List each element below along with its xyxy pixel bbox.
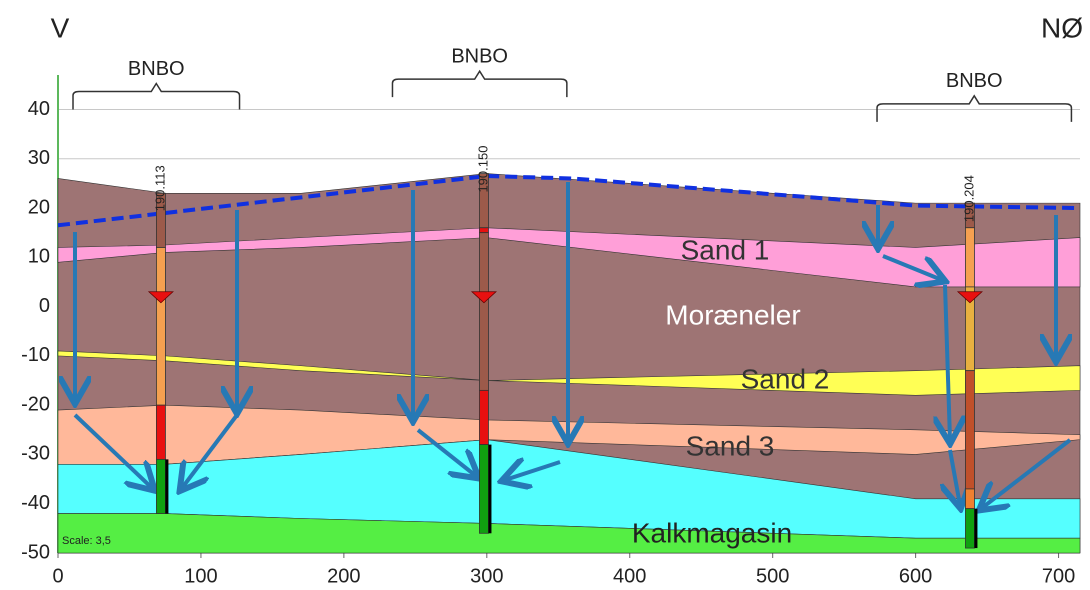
borehole-interval: [479, 228, 488, 233]
y-tick-label: 40: [28, 98, 50, 120]
y-tick-label: 10: [28, 246, 50, 268]
layer-label: Moræneler: [665, 299, 800, 330]
layer-label: Sand 1: [681, 234, 770, 265]
x-tick-label: 400: [613, 565, 646, 587]
bnbo-bracket: [392, 71, 566, 97]
y-tick-label: 30: [28, 147, 50, 169]
screen: [974, 509, 977, 548]
x-tick-label: 200: [327, 565, 360, 587]
borehole-interval: [479, 233, 488, 391]
bnbo-bracket: [877, 96, 1071, 122]
x-tick-label: 0: [52, 565, 63, 587]
layer-label: Sand 2: [741, 363, 830, 394]
x-tick-label: 500: [756, 565, 789, 587]
scale-note: Scale: 3,5: [62, 535, 111, 547]
bnbo-bracket: [73, 83, 240, 109]
x-tick-label: 600: [899, 565, 932, 587]
y-tick-label: -40: [21, 492, 50, 514]
y-tick-label: 0: [39, 295, 50, 317]
bnbo-label: BNBO: [451, 45, 508, 67]
layer-label: Sand 3: [686, 430, 775, 461]
borehole-interval: [965, 509, 974, 548]
borehole-interval: [965, 371, 974, 489]
borehole-id: 190.113: [152, 165, 167, 211]
y-tick-label: -20: [21, 393, 50, 415]
borehole-interval: [479, 390, 488, 444]
borehole-interval: [965, 489, 974, 509]
borehole-id: 190.204: [961, 175, 976, 222]
x-tick-label: 700: [1042, 565, 1075, 587]
direction-right: NØ: [1041, 12, 1083, 43]
y-tick-label: -10: [21, 344, 50, 366]
y-tick-label: 20: [28, 196, 50, 218]
bnbo-label: BNBO: [128, 58, 185, 80]
chart: V NØ -50-40-30-20-1001020304001002003004…: [0, 0, 1090, 590]
layer-label: Kalkmagasin: [632, 517, 792, 548]
borehole-interval: [965, 228, 974, 287]
borehole-id: 190.150: [475, 146, 490, 193]
borehole-interval: [156, 405, 165, 459]
borehole-interval: [156, 247, 165, 405]
screen: [165, 459, 168, 513]
borehole-interval: [156, 459, 165, 513]
direction-left: V: [51, 12, 70, 43]
bnbo-label: BNBO: [946, 70, 1003, 92]
borehole-interval: [479, 445, 488, 534]
y-tick-label: -50: [21, 541, 50, 563]
screen: [488, 445, 491, 534]
x-tick-label: 100: [184, 565, 217, 587]
y-tick-label: -30: [21, 443, 50, 465]
x-tick-label: 300: [470, 565, 503, 587]
